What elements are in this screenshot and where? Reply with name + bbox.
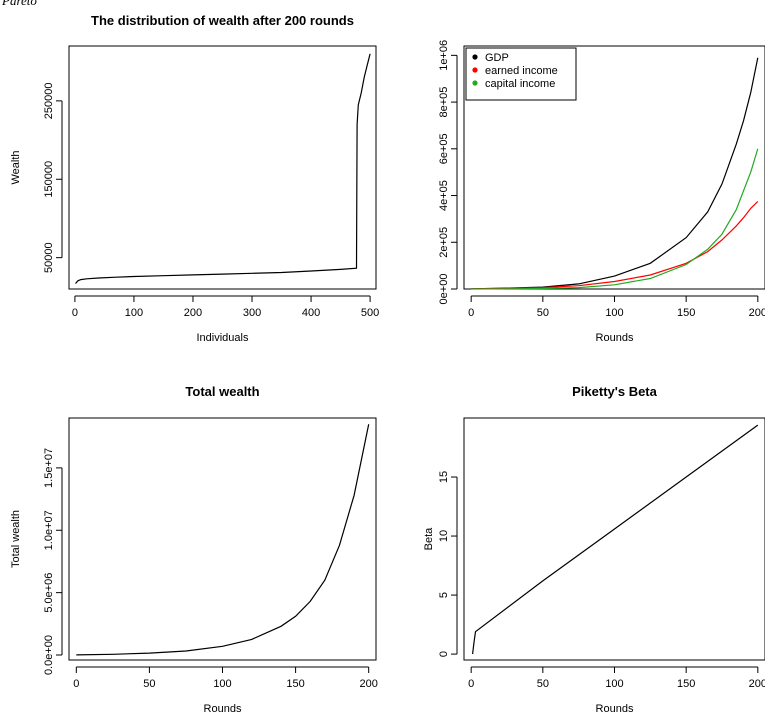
x-tick-label: 50 [537, 307, 549, 319]
series-line [472, 424, 759, 655]
x-tick-label: 100 [125, 307, 143, 319]
y-tick-label: 10 [438, 530, 450, 542]
y-tick-label: 2e+05 [438, 227, 450, 258]
y-tick-label: 5.0e+06 [43, 573, 55, 613]
x-tick-label: 100 [605, 678, 623, 690]
legend-marker [472, 80, 478, 86]
y-tick-label: 250000 [43, 83, 55, 120]
x-tick-label: 0 [468, 307, 474, 319]
y-tick-label: 0.0e+00 [43, 635, 55, 675]
x-tick-label: 200 [749, 678, 765, 690]
x-tick-label: 200 [749, 307, 765, 319]
series-line-earned-income [471, 200, 759, 290]
plot-frame [463, 45, 765, 290]
y-tick-label: 150000 [43, 161, 55, 198]
y-axis-label: Wealth [10, 150, 22, 184]
legend-marker [472, 54, 478, 60]
y-tick-label: 6e+05 [438, 133, 450, 164]
x-tick-label: 0 [72, 307, 78, 319]
legend-label: capital income [485, 78, 555, 90]
x-tick-label: 150 [286, 678, 304, 690]
x-tick-label: 100 [213, 678, 231, 690]
x-axis-label: Individuals [197, 332, 249, 344]
plot-frame [68, 45, 377, 290]
plot-frame [463, 417, 765, 661]
y-axis-label: Total wealth [10, 510, 22, 568]
y-tick-label: 0 [438, 651, 450, 657]
chart-panel-total-wealth: Total wealth 0 50 100 150 200 0.0e+00 5.0e+06 1.… [10, 384, 378, 715]
series-line-capital-income [471, 148, 759, 290]
x-tick-label: 200 [360, 678, 378, 690]
x-tick-label: 200 [184, 307, 202, 319]
x-tick-label: 300 [243, 307, 261, 319]
legend-label: earned income [485, 65, 558, 77]
y-tick-label: 50000 [43, 242, 55, 273]
x-tick-label: 0 [73, 678, 79, 690]
x-axis-label: Rounds [204, 703, 242, 714]
x-tick-label: 50 [143, 678, 155, 690]
y-tick-label: 8e+05 [438, 87, 450, 118]
y-tick-label: 4e+05 [438, 180, 450, 211]
x-axis-label: Rounds [596, 332, 634, 344]
x-tick-label: 100 [605, 307, 623, 319]
y-tick-label: 1.0e+07 [43, 510, 55, 550]
legend-box [465, 47, 577, 101]
y-axis-label: Beta [423, 527, 435, 551]
chart-title: Total wealth [185, 384, 259, 399]
series-line [76, 424, 370, 656]
y-tick-label: 1e+06 [438, 40, 450, 71]
chart-panel-wealth-distribution: The distribution of wealth after 200 rou… [10, 13, 379, 344]
legend-marker [472, 67, 478, 73]
y-tick-label: 0e+00 [438, 274, 450, 305]
series-line [75, 53, 371, 284]
y-tick-label: 15 [438, 471, 450, 483]
chart-title: Piketty's Beta [572, 384, 658, 399]
legend-label: GDP [485, 52, 509, 64]
page-caption: Pareto [2, 0, 37, 8]
y-tick-label: 1.5e+07 [43, 448, 55, 488]
x-axis-label: Rounds [596, 703, 634, 714]
chart-title: The distribution of wealth after 200 rou… [91, 13, 354, 28]
x-tick-label: 150 [677, 678, 695, 690]
chart-panel-piketty-beta: Piketty's Beta 0 50 100 150 200 0 5 10 15 Rounds Be… [423, 384, 765, 715]
x-tick-label: 500 [361, 307, 379, 319]
x-tick-label: 0 [468, 678, 474, 690]
x-tick-label: 50 [537, 678, 549, 690]
x-tick-label: 150 [677, 307, 695, 319]
chart-panel-gdp-income: 0 50 100 150 200 0e+00 2e+05 4e+05 6e+05 8e+05 1e+… [438, 40, 765, 344]
plot-frame [68, 417, 377, 661]
x-tick-label: 400 [302, 307, 320, 319]
y-tick-label: 5 [438, 592, 450, 598]
